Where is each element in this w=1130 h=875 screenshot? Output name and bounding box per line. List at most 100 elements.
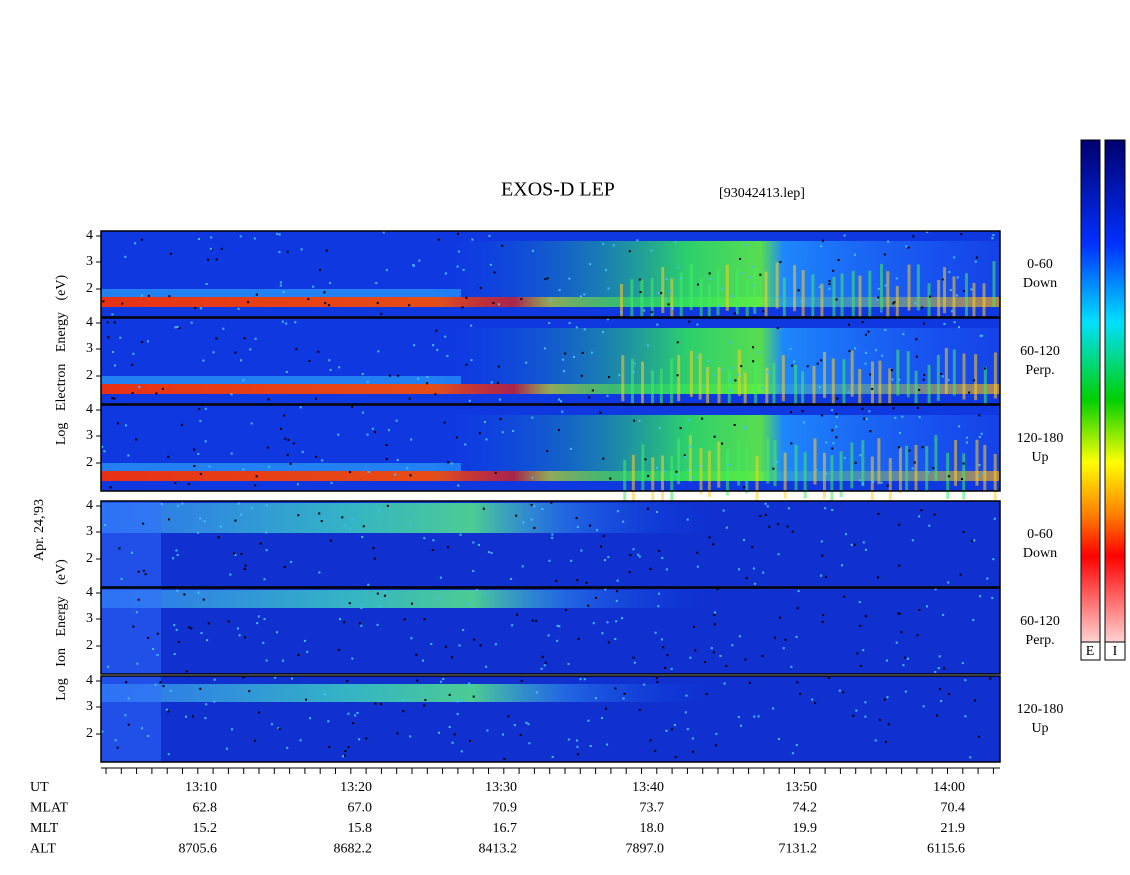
spectrogram-speckle [601, 331, 604, 334]
spectrogram-speckle [432, 539, 435, 542]
spectrogram-speckle [837, 259, 840, 262]
spectrogram-speckle [714, 744, 717, 747]
spectrogram-speckle [202, 598, 205, 601]
spectrogram-streak [946, 452, 950, 499]
spectrogram-speckle [215, 337, 218, 340]
spectrogram-speckle [962, 462, 965, 465]
spectrogram-speckle [632, 656, 635, 659]
spectrogram-speckle [650, 311, 653, 314]
spectrogram-speckle [101, 445, 104, 448]
spectrogram-speckle [895, 641, 898, 644]
spectrogram-speckle [206, 639, 209, 642]
spectrogram-speckle [831, 508, 834, 511]
spectrogram-speckle [446, 546, 449, 549]
spectrogram-speckle [599, 411, 602, 414]
spectrogram-speckle [409, 474, 412, 477]
spectrogram-speckle [118, 547, 121, 550]
spectrogram-speckle [567, 662, 570, 665]
spectrogram-speckle [970, 539, 973, 542]
spectrogram-speckle [782, 647, 785, 650]
spectrogram-speckle [152, 647, 155, 650]
spectrogram-streak [861, 440, 865, 487]
spectrogram-speckle [776, 327, 779, 330]
spectrogram-speckle [864, 333, 867, 336]
spectrogram-speckle [902, 333, 905, 336]
spectrogram-speckle [646, 344, 649, 347]
spectrogram-speckle [141, 340, 144, 343]
spectrogram-speckle [493, 271, 496, 274]
spectrogram-speckle [743, 427, 746, 430]
spectrogram-speckle [329, 539, 332, 542]
spectrogram-speckle [581, 351, 584, 354]
spectrogram-speckle [938, 688, 941, 691]
spectrogram-streak [952, 349, 956, 396]
y-tick-label: 4 [86, 228, 93, 243]
y-tick-label: 2 [86, 551, 93, 566]
spectrogram-speckle [764, 502, 767, 505]
spectrogram-speckle [265, 549, 268, 552]
spectrogram-speckle [959, 573, 962, 576]
spectrogram-speckle [948, 693, 951, 696]
spectrogram-speckle [961, 662, 964, 665]
spectrogram-speckle [825, 472, 828, 475]
row-value: 73.7 [640, 801, 665, 816]
spectrogram-speckle [623, 692, 626, 695]
spectrogram-speckle [497, 365, 500, 368]
spectrogram-speckle [633, 362, 636, 365]
spectrogram-speckle [254, 484, 257, 487]
row-name: MLAT [30, 801, 69, 816]
spectrogram-speckle [663, 470, 666, 473]
spectrogram-speckle [348, 602, 351, 605]
spectrogram-speckle [820, 574, 823, 577]
spectrogram-speckle [877, 287, 880, 290]
spectrogram-streak [659, 368, 663, 415]
spectrogram-speckle [927, 470, 930, 473]
spectrogram-speckle [757, 351, 760, 354]
spectrogram-speckle [421, 659, 424, 662]
spectrogram-streak [677, 355, 681, 402]
spectrogram-speckle [691, 737, 694, 740]
spectrogram-speckle [240, 359, 243, 362]
spectrogram-speckle [501, 733, 504, 736]
spectrogram-speckle [138, 386, 141, 389]
spectrogram-speckle [644, 458, 647, 461]
spectrogram-streak [839, 451, 843, 498]
spectrogram-speckle [745, 243, 748, 246]
spectrogram-speckle [869, 373, 872, 376]
spectrogram-speckle [862, 482, 865, 485]
spectrogram-speckle [190, 321, 193, 324]
spectrogram-speckle [854, 347, 857, 350]
spectrogram-speckle [723, 682, 726, 685]
spectrogram-speckle [676, 374, 679, 377]
spectrogram-speckle [137, 598, 140, 601]
spectrogram-streak [651, 457, 655, 504]
spectrogram-speckle [828, 287, 831, 290]
spectrogram-speckle [544, 278, 547, 281]
spectrogram-speckle [606, 743, 609, 746]
panel-label: 0-60 [1027, 257, 1053, 272]
spectrogram-speckle [410, 438, 413, 441]
spectrogram-speckle [343, 754, 346, 757]
spectrogram-streak [717, 441, 721, 488]
spectrogram-speckle [274, 676, 277, 679]
spectrogram-speckle [847, 323, 850, 326]
spectrogram-speckle [797, 590, 800, 593]
spectrogram-speckle [670, 728, 673, 731]
spectrogram-speckle [125, 681, 128, 684]
spectrogram-streak [858, 275, 862, 322]
row-value: 70.9 [493, 801, 518, 816]
row-value: 8413.2 [479, 842, 518, 857]
spectrogram-speckle [588, 396, 591, 399]
spectrogram-speckle [382, 231, 385, 234]
spectrogram-speckle [916, 406, 919, 409]
spectrogram-streak [707, 450, 711, 497]
spectrogram-streak [727, 370, 731, 417]
spectrogram-speckle [934, 588, 937, 591]
spectrogram-speckle [546, 277, 549, 280]
spectrogram-speckle [886, 696, 889, 699]
spectrogram-speckle [579, 295, 582, 298]
spectrogram-speckle [856, 652, 859, 655]
spectrogram-speckle [665, 729, 668, 732]
spectrogram-speckle [854, 461, 857, 464]
spectrogram-speckle [177, 641, 180, 644]
